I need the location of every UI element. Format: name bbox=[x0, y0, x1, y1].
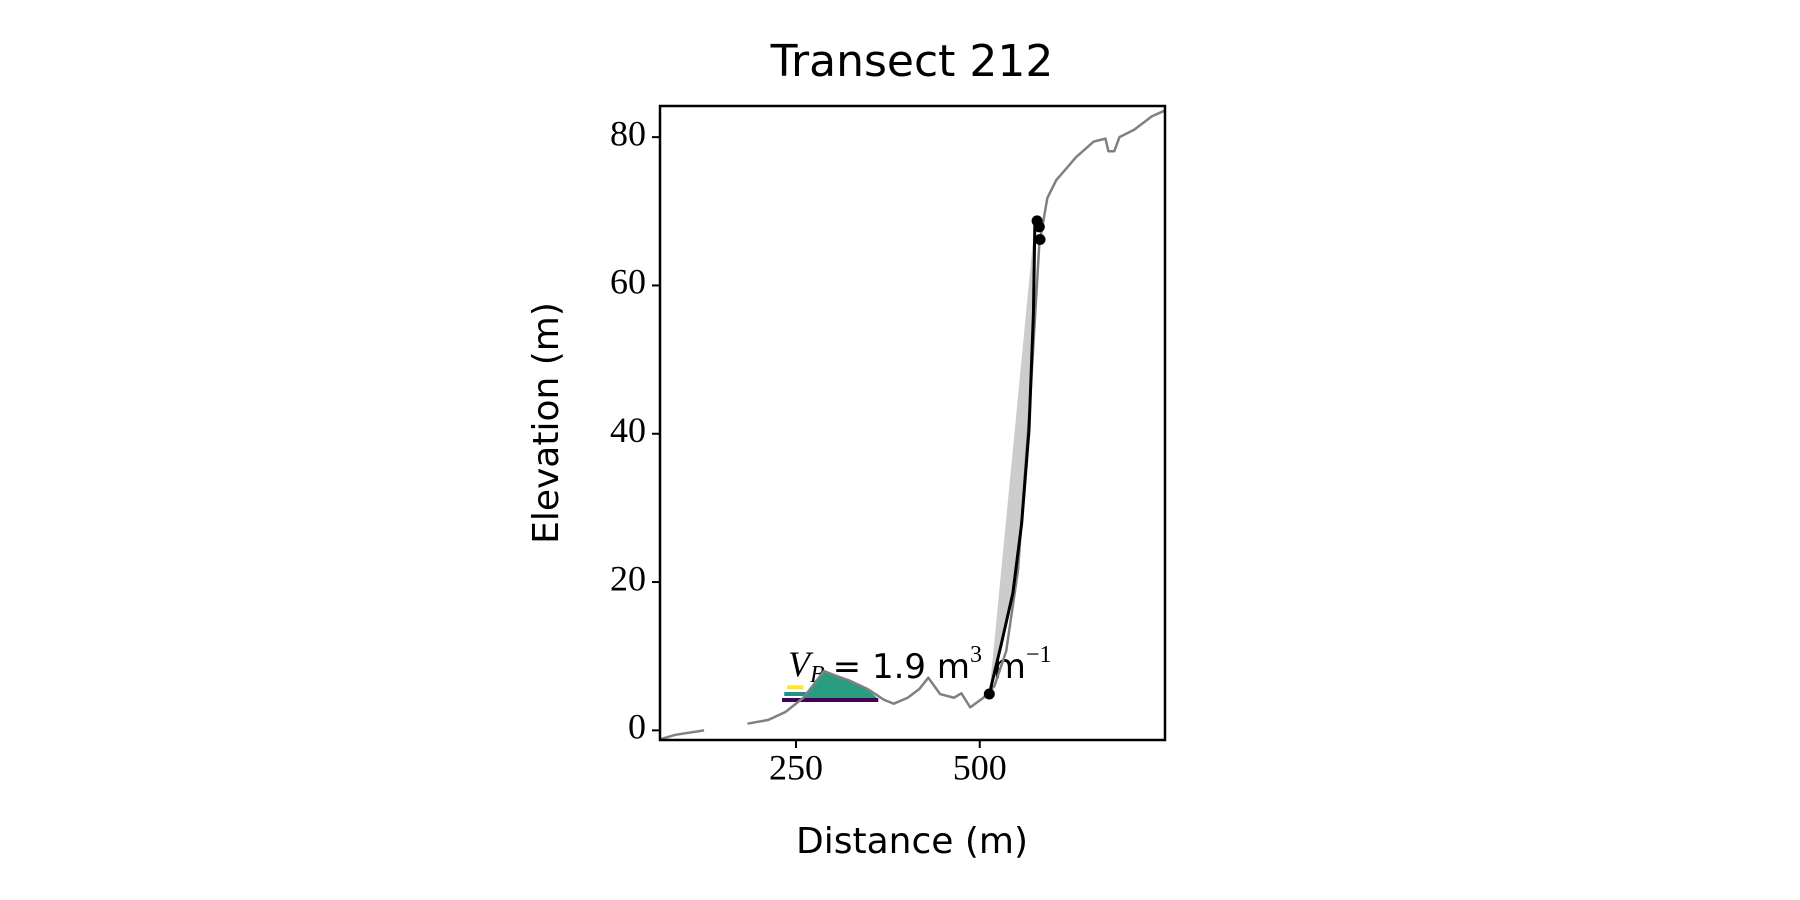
axes-frame bbox=[658, 104, 1167, 742]
annotation: VB = 1.9 m3 m−1 bbox=[788, 642, 1051, 688]
y-tick-label: 80 bbox=[610, 113, 646, 153]
annotation-unit: m bbox=[982, 647, 1026, 687]
beach-fill bbox=[803, 671, 877, 700]
plot-area bbox=[660, 109, 1165, 740]
y-tick-label: 40 bbox=[610, 410, 646, 450]
annotation-symbol: V bbox=[788, 644, 814, 684]
point bbox=[1033, 221, 1045, 233]
annotation-exp: −1 bbox=[1026, 642, 1052, 668]
y-tick-label: 20 bbox=[610, 558, 646, 598]
point bbox=[983, 688, 995, 700]
cliff-fill bbox=[989, 220, 1035, 695]
point bbox=[1034, 233, 1046, 245]
x-tick-label: 250 bbox=[769, 747, 823, 787]
series-line bbox=[987, 220, 1037, 695]
x-tick-label: 500 bbox=[953, 747, 1007, 787]
x-axis-label: Distance (m) bbox=[796, 821, 1028, 862]
y-axis-label: Elevation (m) bbox=[526, 302, 567, 544]
chart-title: Transect 212 bbox=[770, 36, 1054, 87]
y-tick-label: 0 bbox=[628, 707, 646, 747]
annotation-exp: 3 bbox=[970, 642, 982, 668]
series-line bbox=[660, 109, 1165, 740]
annotation-text: = 1.9 m bbox=[833, 647, 970, 687]
y-tick-label: 60 bbox=[610, 262, 646, 302]
